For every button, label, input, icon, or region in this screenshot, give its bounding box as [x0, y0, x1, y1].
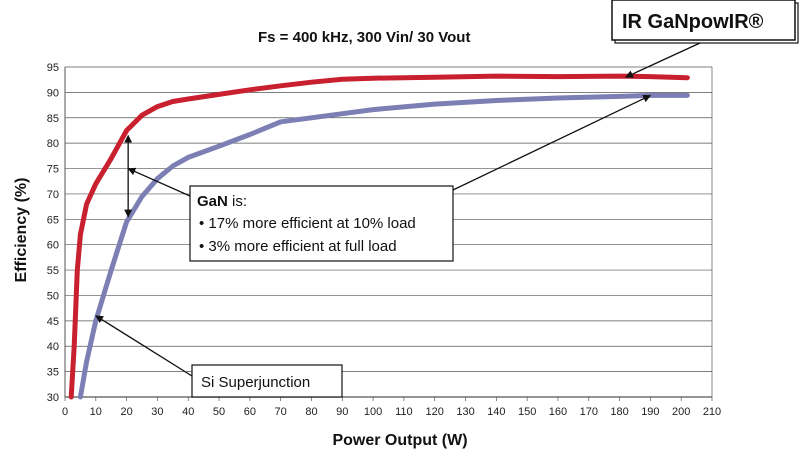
- gan-title-suffix: is:: [228, 193, 247, 210]
- gan-comparison-box: [189, 185, 454, 262]
- y-tick-label: 30: [47, 392, 59, 404]
- x-tick-labels: 0 10 20 30 40 50 60 70 80 90 100 110 120 130 140 150 160…: [62, 397, 721, 418]
- y-tick-labels: 30 35 40 45 50 55 60 65 70 75 80 85 90 95: [47, 62, 59, 404]
- series-line-gan: [68, 73, 690, 400]
- x-tick-label: 200: [672, 406, 690, 418]
- y-tick-label: 35: [47, 367, 59, 379]
- y-tick-label: 40: [47, 341, 59, 353]
- annotation-arrows: [95, 42, 701, 377]
- gan-word: GaN: [197, 193, 228, 210]
- x-tick-label: 120: [426, 406, 444, 418]
- x-tick-label: 100: [364, 406, 382, 418]
- y-tick-label: 85: [47, 113, 59, 125]
- gan-label-callout: IR GaNpowIR®: [611, 0, 799, 44]
- x-tick-label: 60: [244, 406, 256, 418]
- x-tick-label: 170: [580, 406, 598, 418]
- y-tick-label: 75: [47, 164, 59, 176]
- y-tick-label: 70: [47, 189, 59, 201]
- y-tick-label: 45: [47, 316, 59, 328]
- series-lines: [68, 73, 690, 400]
- x-axis-title: Power Output (W): [332, 432, 467, 449]
- x-tick-label: 140: [487, 406, 505, 418]
- x-tick-label: 110: [395, 406, 413, 418]
- x-tick-label: 30: [151, 406, 163, 418]
- x-tick-label: 90: [336, 406, 348, 418]
- chart-title: Fs = 400 kHz, 300 Vin/ 30 Vout: [258, 29, 470, 46]
- gan-box-pointer-right: [452, 94, 652, 191]
- x-tick-label: 10: [90, 406, 102, 418]
- x-tick-label: 0: [62, 406, 68, 418]
- x-tick-label: 20: [120, 406, 132, 418]
- x-tick-label: 150: [518, 406, 536, 418]
- gan-box-pointer-left: [127, 167, 191, 197]
- gan-comparison-title: GaN is:: [197, 193, 247, 210]
- gan-label-pointer: [625, 42, 701, 78]
- x-tick-label: 50: [213, 406, 225, 418]
- x-tick-label: 70: [275, 406, 287, 418]
- y-axis-title: Efficiency (%): [13, 178, 30, 283]
- gan-bullet-2: • 3% more efficient at full load: [199, 238, 397, 255]
- bullet-dot: •: [199, 238, 208, 255]
- x-tick-label: 130: [456, 406, 474, 418]
- x-tick-label: 190: [641, 406, 659, 418]
- x-tick-label: 160: [549, 406, 567, 418]
- si-label-text: Si Superjunction: [201, 374, 310, 391]
- y-tick-label: 95: [47, 62, 59, 74]
- y-tick-label: 55: [47, 265, 59, 277]
- x-tick-label: 210: [703, 406, 721, 418]
- gan-label-text: IR GaNpowIR®: [622, 11, 764, 33]
- y-tick-label: 65: [47, 214, 59, 226]
- series-line-si: [77, 92, 690, 400]
- gridlines: [64, 66, 713, 398]
- x-tick-label: 40: [182, 406, 194, 418]
- x-tick-label: 180: [610, 406, 628, 418]
- y-tick-label: 60: [47, 240, 59, 252]
- y-tick-label: 50: [47, 290, 59, 302]
- x-tick-label: 80: [305, 406, 317, 418]
- bullet-dot: •: [199, 215, 208, 232]
- gan-bullet-1: • 17% more efficient at 10% load: [199, 215, 416, 232]
- gan-comparison-callout: GaN is: • 17% more efficient at 10% load…: [189, 185, 454, 262]
- si-label-callout: Si Superjunction: [191, 364, 343, 398]
- gan-bullet-1-text: 17% more efficient at 10% load: [208, 215, 415, 232]
- si-label-box: [191, 364, 343, 398]
- y-tick-label: 90: [47, 87, 59, 99]
- gan-bullet-2-text: 3% more efficient at full load: [208, 238, 396, 255]
- y-tick-label: 80: [47, 138, 59, 150]
- gan-label-box: [611, 0, 796, 41]
- si-label-pointer: [95, 315, 193, 377]
